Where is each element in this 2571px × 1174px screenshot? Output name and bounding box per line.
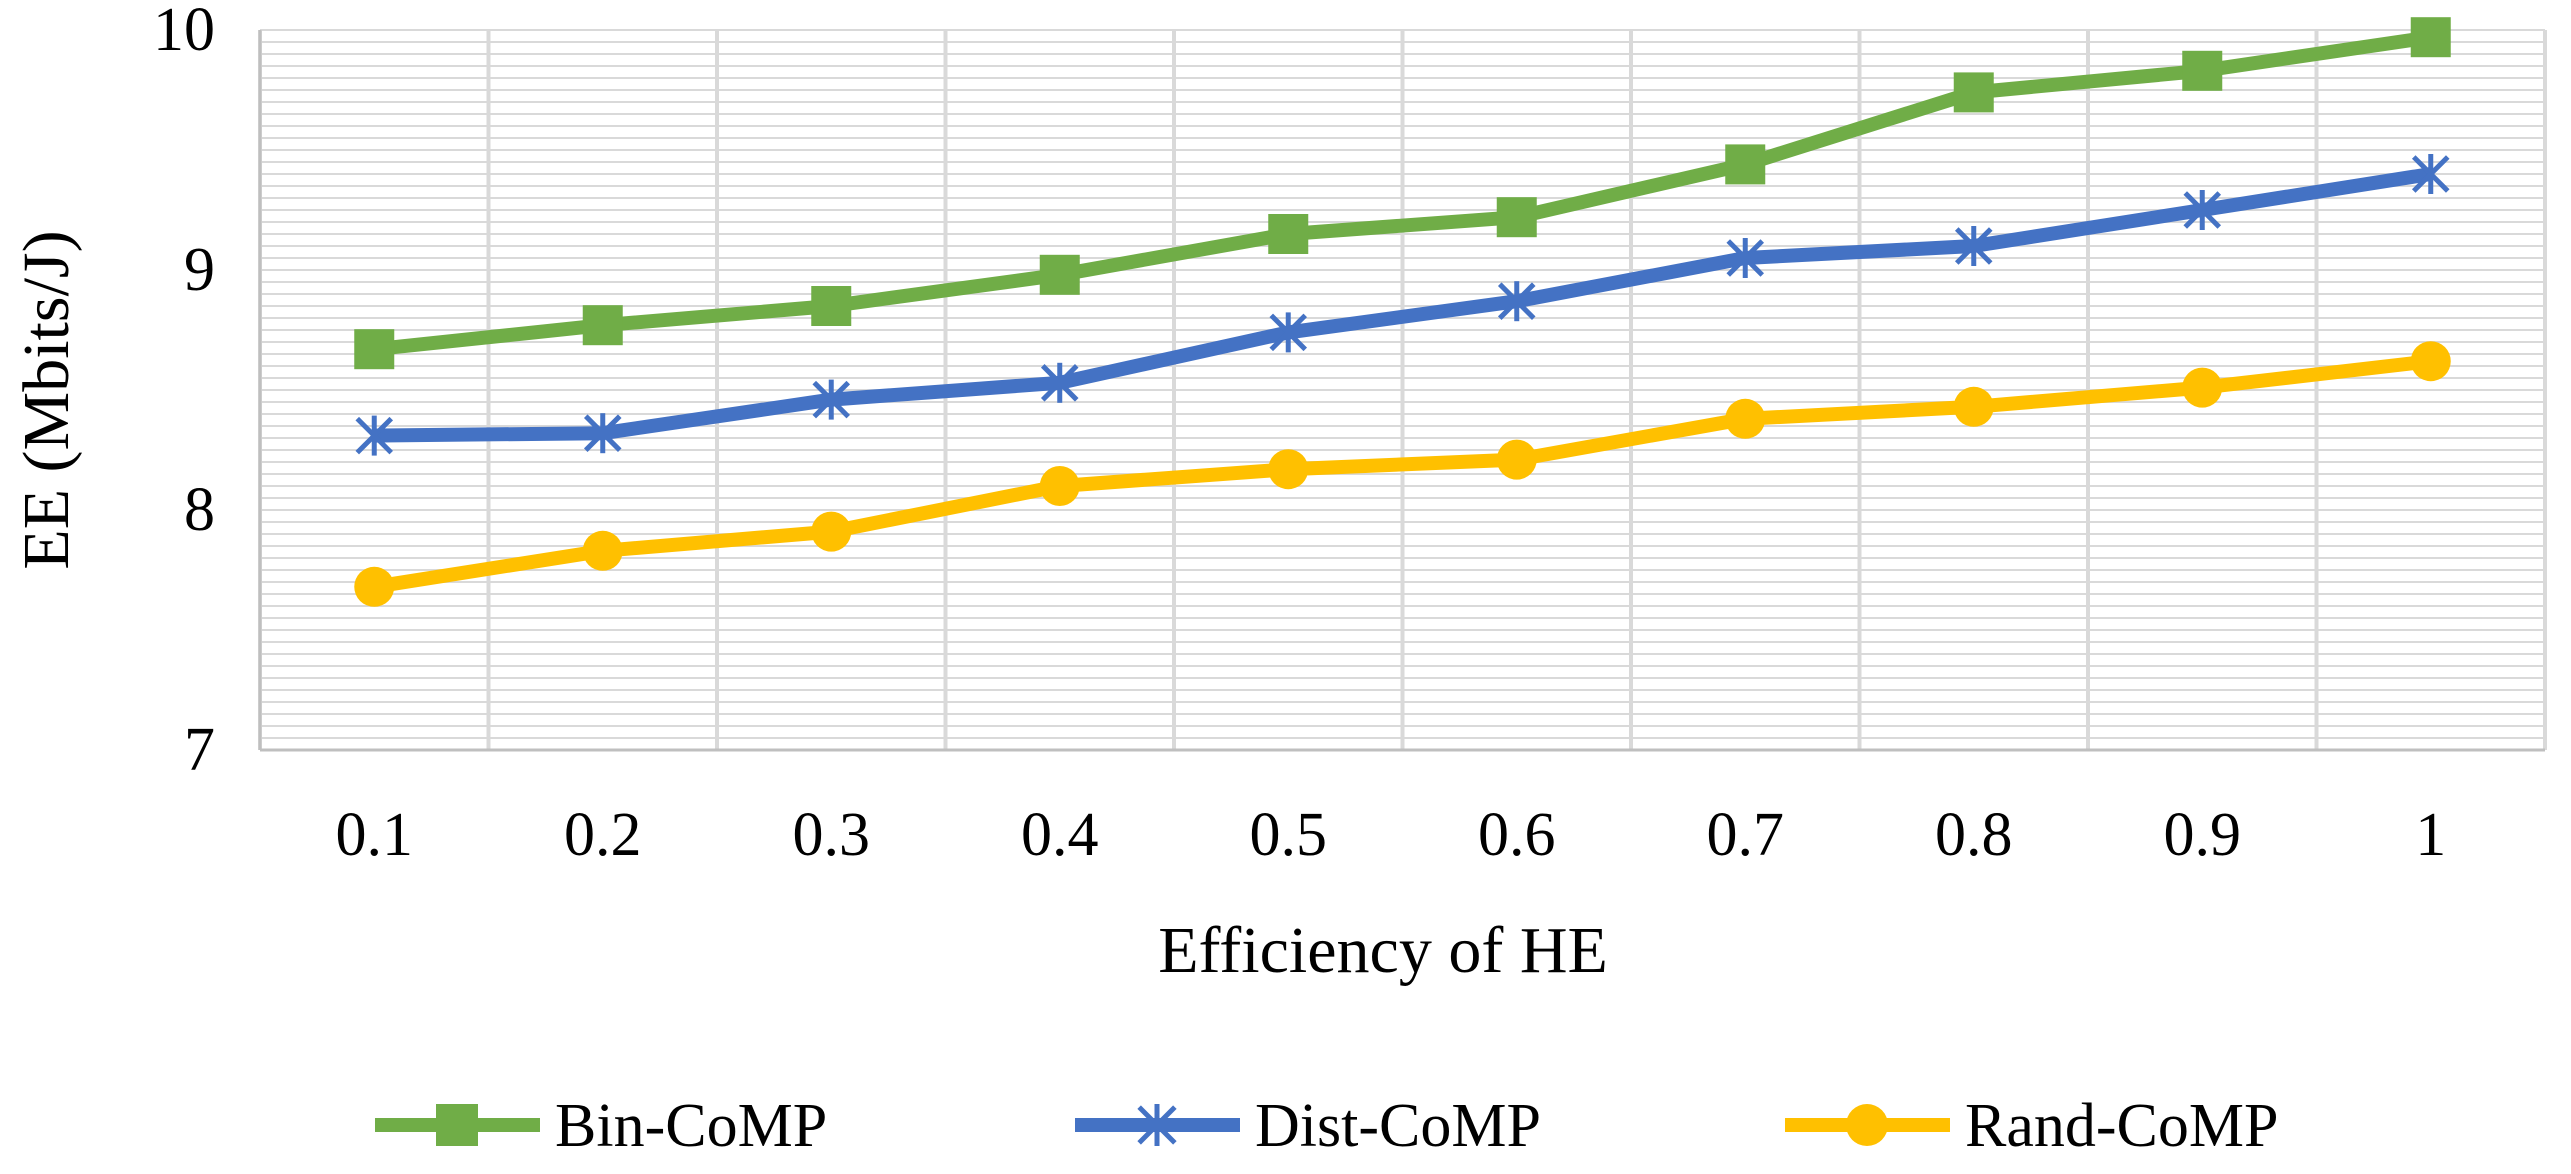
legend-item-dist-comp: Dist-CoMP [1075, 1092, 1541, 1160]
data-point-dist-comp [355, 415, 394, 456]
legend: Bin-CoMP Dist-CoMP Rand-CoMP [375, 1092, 2278, 1160]
data-point-rand-comp [1725, 398, 1766, 439]
legend-item-bin-comp: Bin-CoMP [375, 1092, 827, 1160]
data-point-dist-comp [583, 413, 622, 454]
data-point-rand-comp [811, 511, 852, 552]
data-point-rand-comp [1496, 439, 1537, 480]
legend-label: Bin-CoMP [555, 1092, 827, 1160]
x-tick-label: 0.8 [1935, 801, 2013, 869]
x-tick-label: 0.7 [1707, 801, 1785, 869]
data-point-bin-comp [1953, 72, 1994, 113]
data-point-dist-comp [1497, 281, 1536, 322]
series-line-bin-comp [373, 30, 2432, 357]
x-tick-label: 0.1 [336, 801, 414, 869]
data-point-rand-comp [1039, 466, 1080, 506]
data-point-dist-comp [812, 379, 851, 420]
x-tick-label: 0.4 [1021, 801, 1099, 869]
data-point-dist-comp [2183, 190, 2222, 230]
data-point-bin-comp [811, 286, 852, 326]
x-axis-title: Efficiency of HE [1158, 914, 1608, 987]
data-point-rand-comp [582, 530, 623, 571]
series-dist-comp [355, 154, 2450, 456]
data-point-dist-comp [2411, 154, 2450, 194]
x-tick-label: 0.3 [793, 801, 871, 869]
x-tick-label: 1 [2415, 801, 2446, 869]
data-point-rand-comp [2410, 341, 2451, 382]
data-point-bin-comp [1725, 144, 1766, 185]
data-point-rand-comp [1953, 386, 1994, 427]
y-tick-label: 9 [184, 236, 215, 304]
data-point-bin-comp [1268, 214, 1309, 254]
legend-marker [436, 1104, 478, 1146]
y-tick-label: 8 [184, 476, 215, 544]
data-point-dist-comp [1954, 226, 1993, 266]
y-tick-label: 10 [153, 0, 215, 64]
x-tick-label: 0.5 [1250, 801, 1328, 869]
gridlines [258, 29, 2547, 751]
data-point-bin-comp [1039, 254, 1080, 295]
y-axis-title: EE (Mbits/J) [10, 230, 83, 569]
x-tick-label: 0.9 [2164, 801, 2242, 869]
series-bin-comp [354, 17, 2451, 370]
y-tick-label: 7 [184, 716, 215, 784]
legend-item-rand-comp: Rand-CoMP [1785, 1092, 2278, 1160]
data-point-bin-comp [2410, 17, 2451, 58]
data-point-bin-comp [2182, 50, 2223, 91]
data-point-rand-comp [2182, 367, 2223, 408]
legend-label: Rand-CoMP [1965, 1092, 2278, 1160]
series-line-rand-comp [373, 354, 2432, 594]
series-rand-comp [354, 341, 2451, 607]
data-point-rand-comp [1268, 449, 1309, 490]
series-line-dist-comp [374, 167, 2432, 443]
legend-label: Dist-CoMP [1255, 1092, 1541, 1160]
data-point-bin-comp [1496, 197, 1537, 238]
series-layer [354, 17, 2451, 607]
tick-labels: 0.1 0.2 0.3 0.4 0.5 0.6 0.7 0.8 0.9 1 7 8 9 10 [153, 0, 2446, 869]
data-point-rand-comp [354, 566, 395, 607]
legend-marker [1137, 1104, 1177, 1146]
data-point-bin-comp [354, 329, 395, 370]
data-point-dist-comp [1269, 312, 1308, 353]
axes [258, 30, 2545, 752]
x-tick-label: 0.6 [1478, 801, 1556, 869]
x-tick-label: 0.2 [564, 801, 642, 869]
data-point-dist-comp [1040, 362, 1079, 403]
data-point-bin-comp [582, 305, 623, 346]
legend-marker [1846, 1104, 1888, 1146]
data-point-dist-comp [1726, 238, 1765, 278]
